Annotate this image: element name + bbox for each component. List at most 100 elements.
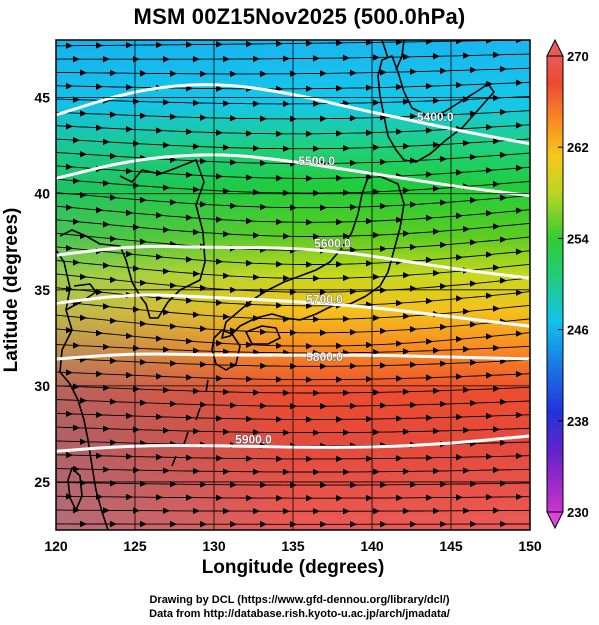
wind-arrow — [73, 259, 80, 266]
wind-arrow — [486, 167, 493, 174]
wind-arrow — [463, 467, 470, 474]
wind-arrow — [223, 313, 230, 320]
wind-arrow — [110, 194, 117, 201]
wind-arrow — [396, 216, 403, 224]
wind-arrow — [103, 343, 110, 351]
wind-arrow — [223, 187, 230, 195]
wind-arrow — [306, 455, 313, 463]
wind-arrow — [253, 429, 260, 436]
wind-arrow — [440, 323, 447, 331]
wind-arrow — [163, 386, 170, 394]
wind-arrow — [306, 40, 313, 47]
plot-frame — [55, 39, 531, 531]
colorbar-tick-label: 262 — [567, 140, 589, 155]
wind-arrow — [126, 250, 133, 258]
wind-arrow — [216, 415, 223, 422]
wind-arrow — [350, 159, 357, 167]
wind-arrow — [73, 55, 80, 63]
wind-arrow — [320, 288, 327, 296]
wind-arrow — [200, 481, 207, 488]
colorbar-tick-label: 230 — [567, 505, 589, 520]
wind-arrow — [126, 371, 133, 379]
wind-arrow — [313, 275, 320, 282]
wind-arrow — [366, 494, 373, 502]
wind-arrow — [336, 218, 343, 226]
wind-arrow — [313, 233, 320, 240]
wind-arrow — [246, 130, 253, 137]
wind-arrow — [426, 171, 433, 178]
wind-arrow — [276, 174, 283, 182]
wind-arrow — [343, 429, 350, 436]
wind-arrow — [410, 68, 417, 75]
wind-arrow — [426, 338, 433, 345]
wind-arrow — [516, 289, 523, 296]
wind-arrow — [163, 184, 170, 191]
wind-arrow — [73, 177, 80, 185]
honshu-coast — [221, 171, 405, 339]
wind-arrow — [306, 219, 313, 226]
wind-arrow — [396, 40, 403, 46]
wind-arrow — [193, 428, 200, 435]
wind-arrow — [186, 414, 193, 421]
wind-arrow — [156, 41, 163, 49]
wind-arrow — [186, 494, 193, 501]
wind-arrow — [396, 128, 403, 135]
wind-arrow — [230, 481, 237, 488]
wind-arrow — [433, 347, 440, 354]
wind-arrow — [380, 362, 387, 369]
wind-arrow — [373, 349, 380, 356]
x-tick-label: 125 — [123, 538, 147, 554]
wind-arrow — [110, 111, 117, 118]
wind-arrow — [410, 520, 417, 528]
x-tick-label: 130 — [202, 538, 226, 554]
wind-arrow — [493, 264, 500, 271]
wind-arrow — [193, 270, 200, 277]
wind-arrow — [470, 399, 477, 407]
wind-arrow — [230, 327, 237, 334]
wind-arrow — [403, 348, 410, 355]
wind-arrow — [493, 426, 500, 433]
wind-arrow — [396, 494, 403, 502]
wind-arrow — [426, 297, 433, 305]
wind-arrow — [493, 223, 500, 230]
wind-arrow — [463, 139, 470, 147]
wind-arrow — [426, 214, 433, 222]
wind-arrow — [380, 481, 387, 489]
wind-arrow — [276, 260, 283, 268]
wind-arrow — [410, 113, 417, 120]
wind-arrow — [350, 402, 357, 410]
y-axis-ticks: 25 30 35 40 45 — [34, 90, 50, 490]
wind-arrow — [343, 315, 350, 323]
wind-arrow — [500, 236, 507, 243]
wind-arrow — [336, 130, 343, 137]
colorbar-tick-label: 254 — [567, 231, 589, 246]
wind-arrow — [156, 127, 163, 134]
wind-arrow — [410, 243, 417, 251]
wind-arrow — [410, 157, 417, 164]
colorbar-gradient — [546, 55, 564, 513]
wind-arrow — [200, 401, 207, 408]
wind-arrow — [170, 480, 177, 488]
wind-arrow — [223, 388, 230, 396]
wind-arrow — [186, 297, 193, 304]
wind-arrow — [343, 232, 350, 240]
wind-arrow — [163, 346, 170, 353]
wind-arrow — [366, 84, 373, 91]
wind-arrow — [456, 373, 463, 380]
wind-arrow — [470, 321, 477, 328]
sakhalin-coast — [381, 40, 405, 71]
wind-arrow — [470, 153, 477, 161]
wind-arrow — [403, 313, 410, 320]
wind-arrow — [366, 415, 373, 423]
wind-arrow — [426, 127, 433, 134]
wind-arrow — [283, 468, 290, 476]
wind-arrow — [410, 481, 417, 488]
wind-arrow — [493, 180, 500, 188]
wind-arrow — [96, 206, 103, 214]
wind-arrow — [343, 54, 350, 62]
wind-arrow — [276, 416, 283, 423]
wind-arrow — [126, 209, 133, 217]
wind-arrow — [426, 82, 433, 90]
wind-arrow — [276, 302, 283, 309]
